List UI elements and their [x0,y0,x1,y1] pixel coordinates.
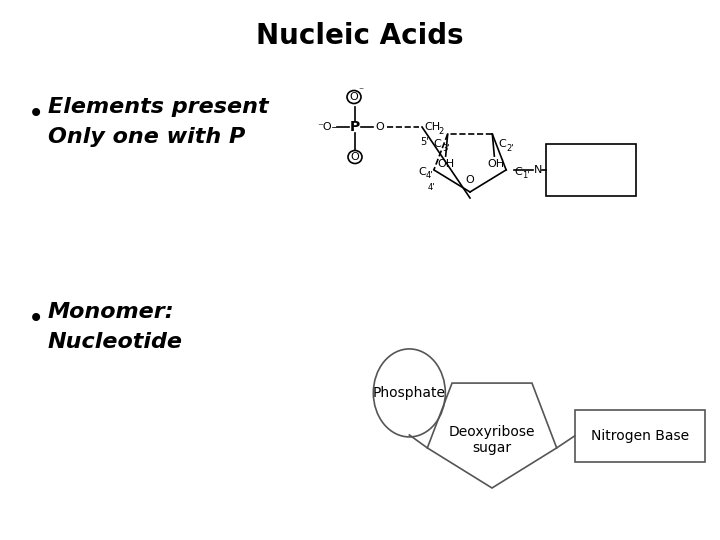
Text: O: O [376,122,384,132]
Text: C: C [498,139,506,149]
Text: 5': 5' [420,137,428,147]
Text: 2': 2' [507,144,514,153]
Text: O: O [350,92,359,102]
Bar [575,410,705,462]
Text: Elements present: Elements present [48,97,269,117]
Text: CH: CH [424,122,440,132]
Text: P: P [350,120,360,134]
Text: Nucleic Acids: Nucleic Acids [256,22,464,50]
Text: ⁻O–: ⁻O– [317,122,337,132]
Text: •: • [28,100,44,128]
Text: OH: OH [487,159,505,169]
Text: C: C [514,167,522,177]
Text: C: C [418,167,426,177]
Text: 1': 1' [523,171,530,180]
Text: ⁻: ⁻ [359,86,364,96]
Text: 3': 3' [442,144,449,153]
Text: C: C [433,139,441,149]
Text: •: • [28,305,44,333]
Text: 4': 4' [428,184,436,192]
Text: 4': 4' [426,171,433,180]
Text: N: N [534,165,542,175]
Text: O: O [466,175,474,185]
Text: Only one with P: Only one with P [48,127,246,147]
Text: OH: OH [437,159,454,169]
Text: Phosphate: Phosphate [373,386,446,400]
Text: Deoxyribose
sugar: Deoxyribose sugar [449,425,535,455]
Text: O: O [351,152,359,162]
Text: Monomer:: Monomer: [48,302,175,322]
Text: 2: 2 [438,127,444,137]
Text: Nitrogen Base: Nitrogen Base [590,429,689,443]
Text: Nucleotide: Nucleotide [48,332,183,352]
